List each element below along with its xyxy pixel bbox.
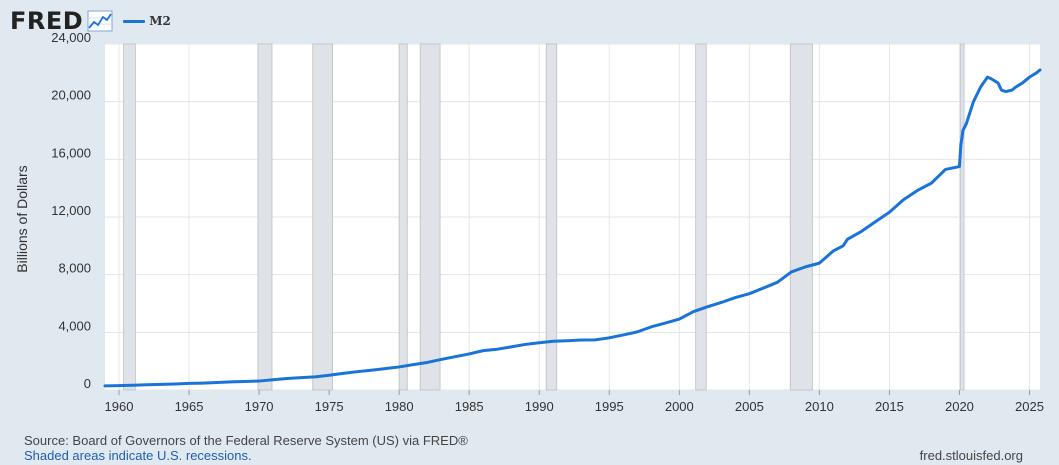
source-text: Source: Board of Governors of the Federa…: [24, 433, 468, 448]
x-tick-labels: 1960 1965 1970 1975 1980 1985 1990 1995 2000 2005…: [105, 390, 1044, 414]
recession-band-7: [789, 43, 813, 391]
x-tick-label-6: 1990: [525, 399, 554, 414]
recession-bands: [123, 43, 965, 391]
legend-swatch: [123, 19, 146, 23]
recession-band-4: [419, 43, 441, 391]
series-line-m2: [103, 68, 1042, 388]
y-tick-label-4: 16,000: [51, 145, 91, 160]
fred-logo[interactable]: FRED: [10, 7, 84, 35]
recession-band-5: [545, 43, 558, 391]
y-tick-labels: 0 4,000 8,000 12,000 16,000 20,000 24,000: [51, 30, 91, 391]
recession-band-3: [398, 43, 408, 391]
x-tick-label-5: 1985: [455, 399, 484, 414]
y-tick-label-5: 20,000: [51, 88, 91, 103]
y-tick-label-2: 8,000: [58, 261, 91, 276]
y-axis-label: Billions of Dollars: [14, 165, 30, 272]
x-tick-label-8: 2000: [665, 399, 694, 414]
x-tick-label-10: 2010: [805, 399, 834, 414]
x-tick-label-0: 1960: [105, 399, 134, 414]
x-tick-label-1: 1965: [175, 399, 204, 414]
x-tick-label-4: 1980: [385, 399, 414, 414]
x-tick-label-12: 2020: [945, 399, 974, 414]
x-tick-label-2: 1970: [245, 399, 274, 414]
recession-band-1: [257, 43, 273, 391]
series-lines: [103, 68, 1042, 388]
y-tick-label-6: 24,000: [51, 30, 91, 45]
y-tick-label-0: 0: [84, 376, 91, 391]
site-url[interactable]: fred.stlouisfed.org: [919, 448, 1023, 463]
recession-band-6: [695, 43, 707, 391]
x-tick-label-11: 2015: [875, 399, 904, 414]
x-tick-label-9: 2005: [735, 399, 764, 414]
x-tick-label-13: 2025: [1015, 399, 1044, 414]
recession-band-2: [312, 43, 334, 391]
y-tick-label-1: 4,000: [58, 318, 91, 333]
recession-band-8: [960, 43, 965, 391]
y-tick-label-3: 12,000: [51, 203, 91, 218]
header: FRED M2: [10, 6, 171, 36]
legend-label-m2: M2: [149, 14, 171, 28]
x-tick-label-7: 1995: [595, 399, 624, 414]
source-note: Source: Board of Governors of the Federa…: [24, 433, 468, 463]
chart-line-icon: [87, 10, 113, 32]
x-tick-label-3: 1975: [315, 399, 344, 414]
recession-note: Shaded areas indicate U.S. recessions.: [24, 448, 252, 463]
legend: M2: [123, 14, 171, 28]
recession-band-0: [123, 43, 136, 391]
